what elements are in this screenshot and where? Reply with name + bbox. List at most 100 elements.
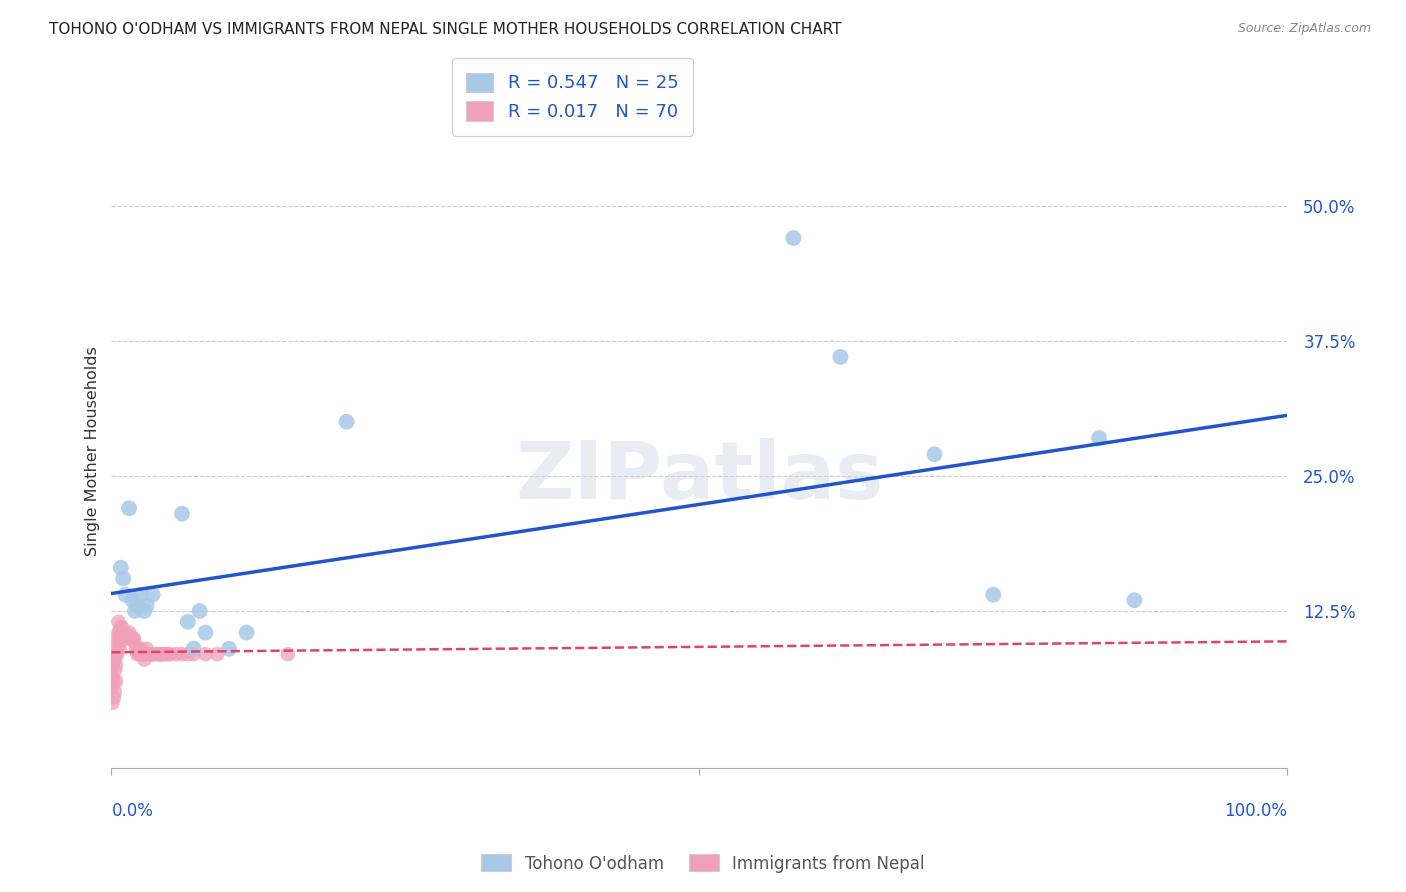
Point xyxy=(277,647,299,661)
Point xyxy=(110,560,132,574)
Point xyxy=(105,631,128,645)
Point xyxy=(107,636,129,650)
Point xyxy=(183,641,205,656)
Point xyxy=(107,615,129,629)
Point xyxy=(112,625,135,640)
Point xyxy=(104,652,127,666)
Point xyxy=(183,647,205,661)
Point xyxy=(170,507,193,521)
Point xyxy=(105,641,128,656)
Point xyxy=(141,647,163,661)
Point xyxy=(108,641,131,656)
Point xyxy=(111,631,134,645)
Point xyxy=(105,674,128,689)
Point xyxy=(104,664,127,678)
Point xyxy=(336,415,359,429)
Point xyxy=(105,647,128,661)
Point xyxy=(105,647,128,661)
Point xyxy=(122,631,145,645)
Point xyxy=(125,641,148,656)
Point xyxy=(114,588,136,602)
Point xyxy=(981,588,1004,602)
Point xyxy=(112,631,135,645)
Point xyxy=(194,625,217,640)
Text: ZIPatlas: ZIPatlas xyxy=(515,438,883,516)
Point xyxy=(110,631,132,645)
Point xyxy=(129,641,152,656)
Point xyxy=(135,599,157,613)
Y-axis label: Single Mother Households: Single Mother Households xyxy=(86,347,100,557)
Point xyxy=(138,647,160,661)
Point xyxy=(142,647,165,661)
Point xyxy=(1123,593,1146,607)
Point xyxy=(134,652,156,666)
Point xyxy=(170,647,193,661)
Point xyxy=(103,674,125,689)
Point xyxy=(188,604,211,618)
Legend: R = 0.547   N = 25, R = 0.017   N = 70: R = 0.547 N = 25, R = 0.017 N = 70 xyxy=(451,58,693,136)
Point xyxy=(129,588,152,602)
Text: 100.0%: 100.0% xyxy=(1225,803,1288,821)
Point xyxy=(103,652,125,666)
Point xyxy=(111,620,134,634)
Point xyxy=(134,604,156,618)
Point xyxy=(134,647,156,661)
Point xyxy=(165,647,187,661)
Point xyxy=(105,658,128,673)
Point xyxy=(107,625,129,640)
Point xyxy=(131,647,153,661)
Point xyxy=(149,647,172,661)
Point xyxy=(112,625,135,640)
Point xyxy=(121,593,143,607)
Point xyxy=(101,680,124,694)
Point xyxy=(127,647,149,661)
Point xyxy=(129,647,152,661)
Text: 0.0%: 0.0% xyxy=(111,803,153,821)
Point xyxy=(112,631,135,645)
Point xyxy=(218,641,240,656)
Point xyxy=(235,625,257,640)
Legend: Tohono O'odham, Immigrants from Nepal: Tohono O'odham, Immigrants from Nepal xyxy=(475,847,931,880)
Point xyxy=(159,647,181,661)
Point xyxy=(120,631,142,645)
Point xyxy=(135,647,157,661)
Point xyxy=(124,604,146,618)
Point xyxy=(145,647,167,661)
Point xyxy=(782,231,804,245)
Point xyxy=(207,647,229,661)
Point xyxy=(152,647,174,661)
Point xyxy=(103,690,125,705)
Text: Source: ZipAtlas.com: Source: ZipAtlas.com xyxy=(1237,22,1371,36)
Point xyxy=(127,599,149,613)
Point xyxy=(148,647,170,661)
Point xyxy=(155,647,177,661)
Point xyxy=(135,641,157,656)
Point xyxy=(118,625,141,640)
Point xyxy=(108,631,131,645)
Point xyxy=(1088,431,1111,445)
Point xyxy=(112,572,135,586)
Point xyxy=(156,647,179,661)
Point xyxy=(108,625,131,640)
Point xyxy=(114,631,136,645)
Point xyxy=(177,615,200,629)
Text: TOHONO O'ODHAM VS IMMIGRANTS FROM NEPAL SINGLE MOTHER HOUSEHOLDS CORRELATION CHA: TOHONO O'ODHAM VS IMMIGRANTS FROM NEPAL … xyxy=(49,22,842,37)
Point xyxy=(148,647,170,661)
Point xyxy=(101,696,124,710)
Point xyxy=(177,647,200,661)
Point xyxy=(118,501,141,516)
Point xyxy=(101,669,124,683)
Point xyxy=(121,631,143,645)
Point xyxy=(128,647,150,661)
Point xyxy=(924,447,946,461)
Point xyxy=(110,620,132,634)
Point xyxy=(115,631,138,645)
Point xyxy=(104,685,127,699)
Point xyxy=(127,641,149,656)
Point xyxy=(142,588,165,602)
Point xyxy=(101,658,124,673)
Point xyxy=(194,647,217,661)
Point xyxy=(830,350,852,364)
Point xyxy=(142,647,165,661)
Point xyxy=(149,647,172,661)
